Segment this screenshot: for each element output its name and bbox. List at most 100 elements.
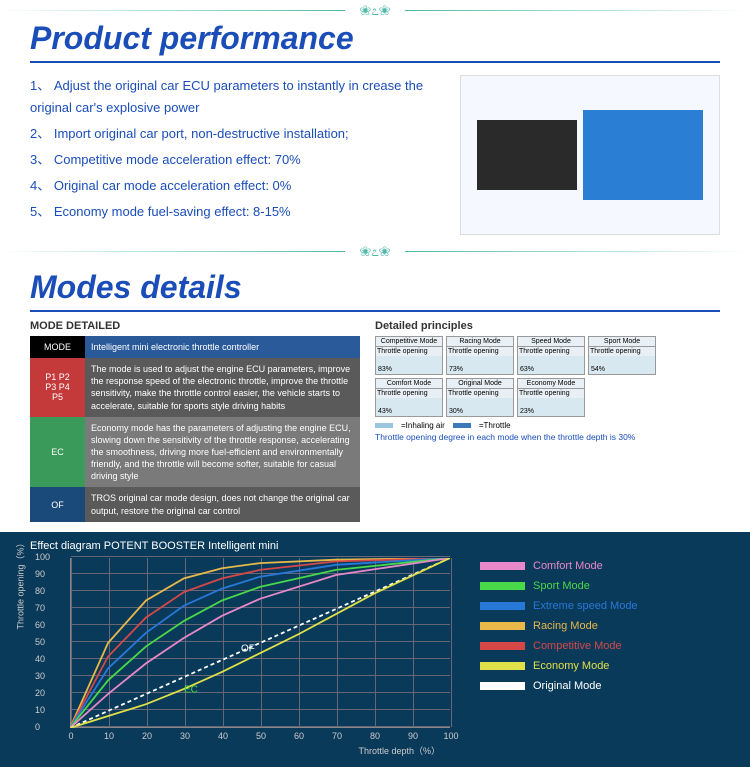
mode-code: MODE — [30, 336, 85, 358]
mode-table-row: MODEIntelligent mini electronic throttle… — [30, 336, 360, 358]
chart-ytick: 30 — [35, 671, 45, 681]
mode-description: Economy mode has the parameters of adjus… — [85, 417, 360, 488]
principle-cell: Economy ModeThrottle opening 23% — [517, 378, 585, 417]
principle-cell: Sport ModeThrottle opening 54% — [588, 336, 656, 375]
performance-item: 5、 Economy mode fuel-saving effect: 8-15… — [30, 201, 450, 223]
legend-inhaling: =Inhaling air — [401, 421, 445, 430]
principle-percent: 63% — [520, 366, 534, 373]
legend-item: Economy Mode — [480, 660, 720, 672]
chart-ytick: 10 — [35, 705, 45, 715]
principle-sub: Throttle opening — [518, 347, 584, 356]
principles-legend: =Inhaling air =Throttle — [375, 421, 720, 430]
principle-sub: Throttle opening — [589, 347, 655, 356]
mode-table-row: ECEconomy mode has the parameters of adj… — [30, 417, 360, 488]
legend-label: Extreme speed Mode — [533, 600, 638, 612]
chart-curve — [70, 558, 450, 728]
product-image-placeholder — [460, 75, 720, 235]
chart-xtick: 0 — [68, 731, 73, 741]
divider-ornament-2: ❀೭❀ — [0, 241, 750, 261]
section-title-modes: Modes details — [30, 269, 720, 312]
principle-mode-name: Original Mode — [447, 379, 513, 389]
performance-item: 2、 Import original car port, non-destruc… — [30, 123, 450, 145]
chart-legend: Comfort Mode Sport Mode Extreme speed Mode… — [480, 540, 720, 757]
legend-label: Original Mode — [533, 680, 601, 692]
principle-percent: 30% — [449, 408, 463, 415]
principle-mode-name: Comfort Mode — [376, 379, 442, 389]
chart-annotation: EC — [184, 684, 198, 695]
principle-cell: Competitive ModeThrottle opening83% — [375, 336, 443, 375]
principle-visual: 54% — [589, 356, 655, 374]
chart-x-axis-title: Throttle depth（%） — [70, 744, 460, 757]
principles-heading: Detailed principles — [375, 320, 720, 332]
mode-table-row: OFTROS original car mode design, does no… — [30, 487, 360, 521]
performance-item: 1、 Adjust the original car ECU parameter… — [30, 75, 450, 119]
principle-sub: Throttle opening — [376, 389, 442, 398]
mode-code: EC — [30, 417, 85, 488]
chart-xtick: 20 — [142, 731, 152, 741]
principle-sub: Throttle opening — [447, 347, 513, 356]
principles-note: Throttle opening degree in each mode whe… — [375, 432, 720, 443]
principle-visual: 43% — [376, 398, 442, 416]
chart-ytick: 0 — [35, 722, 40, 732]
chart-y-axis-title: Throttle opening（%） — [14, 538, 27, 629]
chart-ytick: 20 — [35, 688, 45, 698]
performance-item: 3、 Competitive mode acceleration effect:… — [30, 149, 450, 171]
principle-mode-name: Racing Mode — [447, 337, 513, 347]
mode-table-row: P1 P2P3 P4P5The mode is used to adjust t… — [30, 358, 360, 417]
legend-swatch — [480, 662, 525, 670]
legend-item: Original Mode — [480, 680, 720, 692]
chart-ytick: 100 — [35, 552, 50, 562]
chart-xtick: 80 — [370, 731, 380, 741]
effect-diagram-section: Effect diagram POTENT BOOSTER Intelligen… — [0, 532, 750, 767]
chart-ytick: 40 — [35, 654, 45, 664]
principle-sub: Throttle opening — [518, 389, 584, 398]
mode-code: P1 P2P3 P4P5 — [30, 358, 85, 417]
chart-ytick: 50 — [35, 637, 45, 647]
principle-visual: 23% — [518, 398, 584, 416]
chart-xtick: 70 — [332, 731, 342, 741]
principle-visual: 63% — [518, 356, 584, 374]
principle-percent: 73% — [449, 366, 463, 373]
chart-xtick: 90 — [408, 731, 418, 741]
chart-xtick: 100 — [443, 731, 458, 741]
legend-label: Economy Mode — [533, 660, 609, 672]
chart-xtick: 60 — [294, 731, 304, 741]
legend-swatch — [480, 562, 525, 570]
principle-visual: 83% — [376, 356, 442, 374]
principle-sub: Throttle opening — [447, 389, 513, 398]
principle-percent: 43% — [378, 408, 392, 415]
detailed-principles: Detailed principles Competitive ModeThro… — [375, 320, 720, 522]
chart-ytick: 60 — [35, 620, 45, 630]
performance-item: 4、 Original car mode acceleration effect… — [30, 175, 450, 197]
legend-label: Racing Mode — [533, 620, 598, 632]
mode-description: The mode is used to adjust the engine EC… — [85, 358, 360, 417]
section-title-performance: Product performance — [30, 20, 720, 63]
principle-visual: 30% — [447, 398, 513, 416]
chart-annotation: OF — [241, 643, 255, 654]
principle-percent: 54% — [591, 366, 605, 373]
legend-item: Competitive Mode — [480, 640, 720, 652]
mode-detail-table: MODE DETAILED MODEIntelligent mini elect… — [30, 320, 360, 522]
chart-ytick: 70 — [35, 603, 45, 613]
product-performance-section: Product performance 1、 Adjust the origin… — [0, 20, 750, 235]
chart-title: Effect diagram POTENT BOOSTER Intelligen… — [30, 540, 460, 552]
legend-swatch — [480, 642, 525, 650]
legend-item: Extreme speed Mode — [480, 600, 720, 612]
modes-details-section: Modes details MODE DETAILED MODEIntellig… — [0, 269, 750, 522]
principle-mode-name: Economy Mode — [518, 379, 584, 389]
principle-sub: Throttle opening — [376, 347, 442, 356]
principle-percent: 23% — [520, 408, 534, 415]
legend-label: Competitive Mode — [533, 640, 622, 652]
legend-swatch — [480, 682, 525, 690]
legend-item: Comfort Mode — [480, 560, 720, 572]
chart-plot-area: 0102030405060708090100010203040506070809… — [70, 558, 450, 728]
principle-cell: Original ModeThrottle opening 30% — [446, 378, 514, 417]
principle-cell: Comfort ModeThrottle opening 43% — [375, 378, 443, 417]
mode-description: TROS original car mode design, does not … — [85, 487, 360, 521]
principle-mode-name: Sport Mode — [589, 337, 655, 347]
legend-label: Sport Mode — [533, 580, 590, 592]
legend-swatch — [480, 602, 525, 610]
principle-visual: 73% — [447, 356, 513, 374]
mode-code: OF — [30, 487, 85, 521]
principle-mode-name: Competitive Mode — [376, 337, 442, 347]
